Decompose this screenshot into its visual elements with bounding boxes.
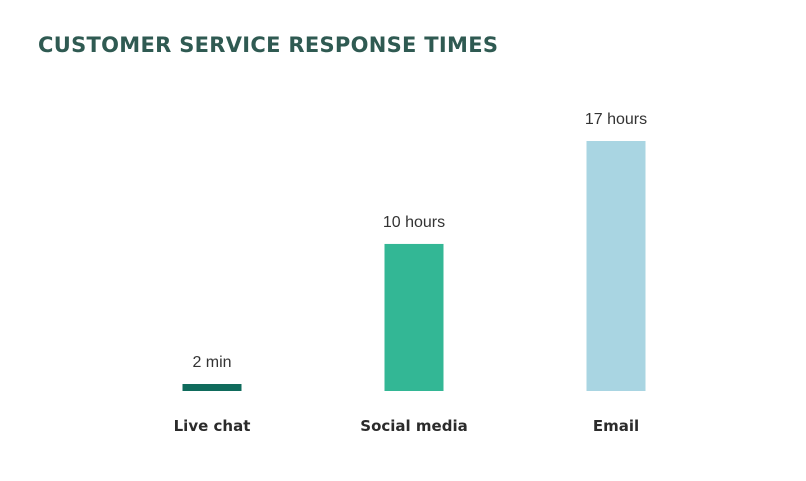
value-labels-group: 2 min 10 hours 17 hours — [192, 111, 647, 371]
bar-social-media — [384, 243, 444, 391]
category-label-live-chat: Live chat — [174, 417, 251, 435]
data-label-email: 17 hours — [585, 111, 647, 128]
data-label-live-chat: 2 min — [192, 354, 231, 371]
category-label-social-media: Social media — [360, 417, 467, 435]
category-label-email: Email — [593, 417, 639, 435]
category-labels-group: Live chat Social media Email — [174, 417, 640, 435]
chart-title: CUSTOMER SERVICE RESPONSE TIMES — [38, 33, 499, 57]
bars-group — [182, 141, 646, 391]
bar-email — [586, 141, 646, 391]
data-label-social-media: 10 hours — [383, 214, 445, 231]
bar-live-chat — [182, 384, 242, 391]
